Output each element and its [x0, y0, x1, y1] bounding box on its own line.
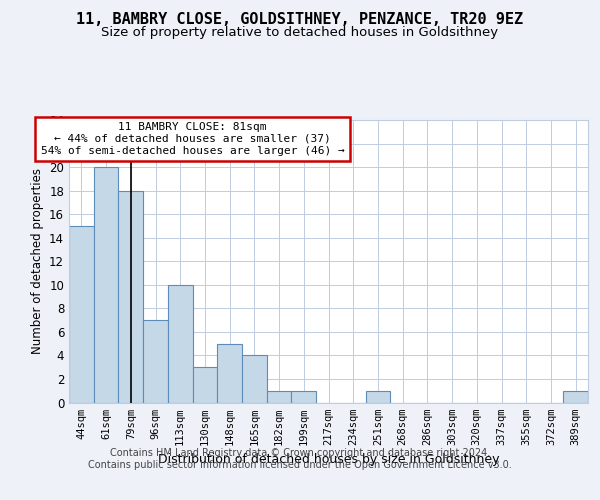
Text: Contains HM Land Registry data © Crown copyright and database right 2024.: Contains HM Land Registry data © Crown c…	[110, 448, 490, 458]
Text: 11, BAMBRY CLOSE, GOLDSITHNEY, PENZANCE, TR20 9EZ: 11, BAMBRY CLOSE, GOLDSITHNEY, PENZANCE,…	[76, 12, 524, 28]
Text: Size of property relative to detached houses in Goldsithney: Size of property relative to detached ho…	[101, 26, 499, 39]
Bar	[365, 390, 390, 402]
Bar	[69, 226, 94, 402]
Bar	[563, 390, 588, 402]
Y-axis label: Number of detached properties: Number of detached properties	[31, 168, 44, 354]
Bar	[292, 390, 316, 402]
Bar	[118, 190, 143, 402]
X-axis label: Distribution of detached houses by size in Goldsithney: Distribution of detached houses by size …	[158, 453, 499, 466]
Text: Contains public sector information licensed under the Open Government Licence v3: Contains public sector information licen…	[88, 460, 512, 470]
Bar	[217, 344, 242, 402]
Bar	[193, 367, 217, 402]
Bar	[242, 356, 267, 403]
Bar	[143, 320, 168, 402]
Bar	[94, 167, 118, 402]
Bar	[168, 285, 193, 403]
Text: 11 BAMBRY CLOSE: 81sqm
← 44% of detached houses are smaller (37)
54% of semi-det: 11 BAMBRY CLOSE: 81sqm ← 44% of detached…	[41, 122, 344, 156]
Bar	[267, 390, 292, 402]
